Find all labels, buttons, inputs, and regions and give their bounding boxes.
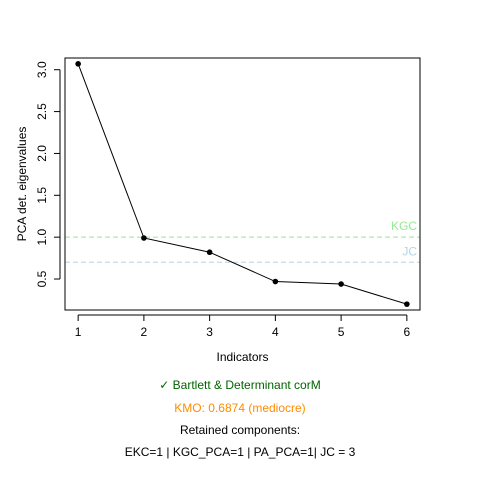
reference-label-jc: JC xyxy=(402,244,417,258)
y-tick-label: 1.0 xyxy=(35,228,49,245)
x-tick-label: 2 xyxy=(141,325,148,339)
retained-title: Retained components: xyxy=(179,423,301,437)
y-tick-label: 1.5 xyxy=(35,187,49,204)
bartlett-status: ✓ Bartlett & Determinant corM xyxy=(0,378,480,392)
eigenvalue-chart: KGC JC 1 2 3 4 5 6 0.5 1.0 1.5 2.0 2.5 3.0 Indicato… xyxy=(15,57,421,364)
y-tick-label: 0.5 xyxy=(35,270,49,287)
data-point xyxy=(338,281,344,287)
reference-label-kgc: KGC xyxy=(391,219,417,233)
data-point xyxy=(206,249,213,256)
y-tick-label: 3.0 xyxy=(35,61,49,78)
data-point xyxy=(404,301,410,307)
x-tick-label: 5 xyxy=(338,325,345,339)
y-axis-label: PCA det. eigenvalues xyxy=(15,127,29,242)
y-tick-label: 2.0 xyxy=(35,145,49,162)
data-point xyxy=(75,61,81,67)
x-tick-label: 6 xyxy=(404,325,411,339)
y-tick-label: 2.5 xyxy=(35,103,49,120)
retained-detail: EKC=1 | KGC_PCA=1 | PA_PCA=1| JC = 3 xyxy=(124,445,356,459)
bartlett-text: Bartlett & Determinant corM xyxy=(172,378,321,392)
x-tick-label: 3 xyxy=(206,325,213,339)
kmo-status: KMO: 0.6874 (mediocre) xyxy=(174,401,306,415)
data-point xyxy=(141,235,147,241)
eigenvalue-series-line xyxy=(77,63,407,305)
x-tick-label: 1 xyxy=(75,325,82,339)
data-point xyxy=(272,278,279,285)
x-axis-label: Indicators xyxy=(216,350,268,364)
check-icon: ✓ xyxy=(159,378,170,392)
plot-frame xyxy=(64,57,421,311)
x-tick-label: 4 xyxy=(272,325,279,339)
